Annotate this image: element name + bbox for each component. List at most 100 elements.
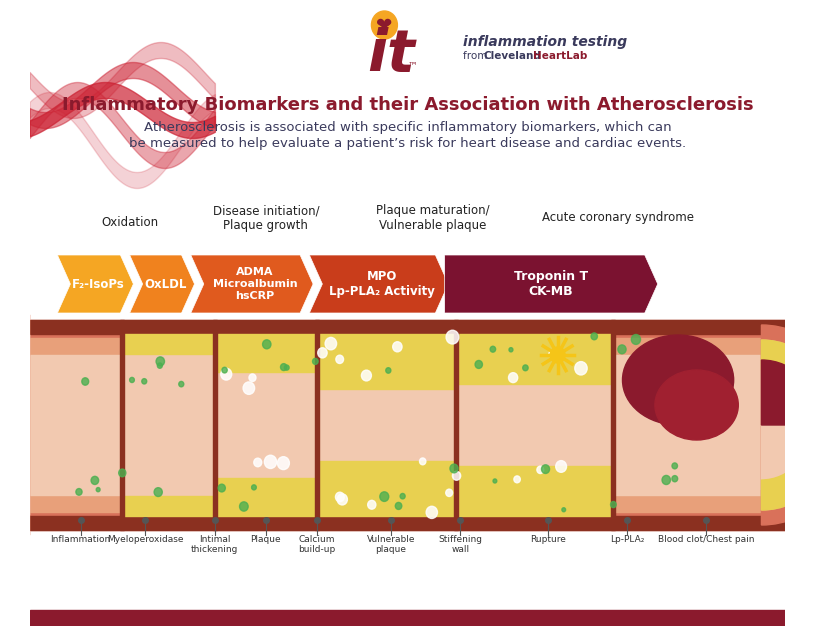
Bar	[29, 320, 785, 530]
Circle shape	[178, 381, 184, 387]
Circle shape	[490, 346, 496, 352]
Ellipse shape	[655, 370, 738, 440]
Wedge shape	[0, 315, 29, 535]
Circle shape	[243, 382, 254, 394]
Circle shape	[618, 345, 626, 354]
Bar	[213, 320, 217, 530]
Bar	[121, 320, 124, 530]
Circle shape	[312, 358, 318, 364]
Text: HeartLab: HeartLab	[533, 51, 587, 61]
Wedge shape	[761, 325, 815, 525]
Text: ❤: ❤	[377, 16, 393, 34]
Circle shape	[76, 488, 82, 495]
PathPatch shape	[310, 255, 448, 313]
Circle shape	[156, 357, 165, 366]
Bar	[456, 334, 613, 384]
Circle shape	[452, 471, 460, 480]
Circle shape	[249, 374, 256, 381]
Circle shape	[393, 342, 402, 352]
FancyBboxPatch shape	[29, 320, 785, 530]
Circle shape	[591, 333, 597, 340]
Bar	[456, 466, 613, 516]
Wedge shape	[761, 360, 815, 425]
Circle shape	[446, 489, 452, 496]
Text: Oxidation: Oxidation	[101, 217, 158, 230]
Circle shape	[541, 464, 549, 473]
Text: from: from	[463, 51, 491, 61]
Circle shape	[672, 476, 678, 482]
Text: Stiffening
wall: Stiffening wall	[438, 535, 482, 555]
Bar	[215, 334, 317, 372]
Circle shape	[667, 345, 672, 351]
Text: ❤: ❤	[379, 18, 390, 32]
Circle shape	[368, 500, 376, 509]
Bar	[454, 320, 457, 530]
Text: inflammation testing: inflammation testing	[463, 35, 628, 49]
Circle shape	[337, 494, 347, 505]
Circle shape	[400, 493, 405, 499]
Bar	[122, 334, 215, 354]
Bar	[611, 320, 615, 530]
Circle shape	[277, 457, 289, 470]
Text: Rupture: Rupture	[531, 535, 566, 544]
Text: Lp-PLA₂: Lp-PLA₂	[610, 535, 645, 544]
Circle shape	[264, 455, 276, 468]
Bar	[122, 496, 215, 516]
Text: it: it	[367, 26, 415, 83]
Circle shape	[284, 365, 289, 370]
Bar	[317, 334, 456, 389]
Circle shape	[336, 355, 344, 364]
Bar	[29, 355, 785, 495]
Circle shape	[252, 485, 257, 490]
Circle shape	[395, 503, 402, 510]
Circle shape	[610, 501, 616, 508]
Text: MPO
Lp-PLA₂ Activity: MPO Lp-PLA₂ Activity	[329, 270, 435, 298]
Text: F₂-IsoPs: F₂-IsoPs	[73, 277, 125, 290]
Text: Cleveland: Cleveland	[483, 51, 541, 61]
Text: Plaque maturation/
Vulnerable plaque: Plaque maturation/ Vulnerable plaque	[376, 204, 489, 232]
Circle shape	[96, 488, 100, 492]
Circle shape	[240, 502, 249, 511]
Circle shape	[318, 348, 327, 358]
Wedge shape	[761, 340, 815, 510]
Text: Calcium
build-up: Calcium build-up	[298, 535, 336, 555]
Circle shape	[426, 506, 438, 518]
Bar	[215, 478, 317, 516]
Wedge shape	[761, 360, 815, 490]
Circle shape	[662, 475, 671, 485]
Circle shape	[380, 492, 389, 501]
Text: Inflammation: Inflammation	[51, 535, 111, 544]
Text: Disease initiation/
Plaque growth: Disease initiation/ Plaque growth	[213, 204, 319, 232]
PathPatch shape	[130, 255, 195, 313]
Circle shape	[142, 379, 147, 384]
Circle shape	[280, 364, 287, 371]
Text: Troponin T
CK-MB: Troponin T CK-MB	[514, 270, 588, 298]
Circle shape	[550, 347, 565, 363]
Text: ™: ™	[408, 60, 417, 70]
Circle shape	[262, 340, 271, 349]
PathPatch shape	[445, 255, 658, 313]
Circle shape	[514, 476, 520, 483]
Wedge shape	[761, 340, 815, 510]
Circle shape	[119, 469, 126, 477]
Text: OxLDL: OxLDL	[144, 277, 187, 290]
Text: be measured to help evaluate a patient’s risk for heart disease and cardiac even: be measured to help evaluate a patient’s…	[129, 136, 686, 150]
Circle shape	[385, 367, 391, 373]
Circle shape	[632, 334, 641, 344]
Circle shape	[221, 368, 231, 380]
Text: Blood clot/Chest pain: Blood clot/Chest pain	[658, 535, 754, 544]
Circle shape	[450, 464, 458, 473]
Text: Myeloperoxidase: Myeloperoxidase	[107, 535, 183, 544]
Circle shape	[537, 466, 544, 473]
Text: ADMA
Microalbumin
hsCRP: ADMA Microalbumin hsCRP	[213, 267, 297, 300]
Circle shape	[556, 461, 566, 472]
Circle shape	[372, 11, 398, 39]
Circle shape	[325, 337, 337, 350]
Text: Acute coronary syndrome: Acute coronary syndrome	[542, 212, 694, 225]
Circle shape	[361, 370, 372, 381]
Text: Intimal
thickening: Intimal thickening	[192, 535, 239, 555]
Circle shape	[493, 479, 497, 483]
Circle shape	[130, 377, 134, 382]
Circle shape	[420, 458, 426, 464]
Circle shape	[157, 363, 162, 368]
